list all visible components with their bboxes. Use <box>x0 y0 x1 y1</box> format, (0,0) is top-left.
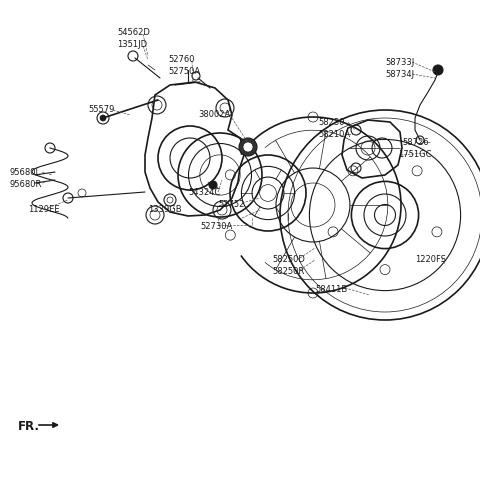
Circle shape <box>374 204 396 225</box>
Circle shape <box>100 115 106 121</box>
Text: 58726: 58726 <box>402 138 429 147</box>
Text: 1220FS: 1220FS <box>415 255 446 264</box>
Circle shape <box>63 193 73 203</box>
Text: 58250R: 58250R <box>272 267 304 276</box>
Text: FR.: FR. <box>18 420 40 433</box>
Text: 52730A: 52730A <box>200 222 232 231</box>
Circle shape <box>239 138 257 156</box>
Text: 58210A: 58210A <box>318 130 350 139</box>
Circle shape <box>45 143 55 153</box>
Text: 52750A: 52750A <box>168 67 200 76</box>
Text: 58734J: 58734J <box>385 70 414 79</box>
Text: 1129EE: 1129EE <box>28 205 60 214</box>
Circle shape <box>416 136 424 144</box>
Text: 38002A: 38002A <box>198 110 230 119</box>
Text: 54562D: 54562D <box>117 28 150 37</box>
Text: 52752: 52752 <box>218 200 244 209</box>
Text: 55579: 55579 <box>88 105 114 114</box>
Text: 1339GB: 1339GB <box>148 205 181 214</box>
Circle shape <box>243 142 253 152</box>
Text: 1351JD: 1351JD <box>117 40 147 49</box>
Circle shape <box>433 65 443 75</box>
Text: 58230: 58230 <box>318 118 345 127</box>
Text: 58250D: 58250D <box>272 255 305 264</box>
Text: 58411B: 58411B <box>315 285 347 294</box>
Text: 95680R: 95680R <box>10 180 42 189</box>
Text: 52760: 52760 <box>168 55 194 64</box>
Circle shape <box>128 51 138 61</box>
Text: 54324C: 54324C <box>188 188 220 197</box>
Circle shape <box>209 181 217 189</box>
Text: 95680L: 95680L <box>10 168 41 177</box>
Text: 1751GC: 1751GC <box>398 150 432 159</box>
Text: 58733J: 58733J <box>385 58 414 67</box>
Circle shape <box>192 72 200 80</box>
